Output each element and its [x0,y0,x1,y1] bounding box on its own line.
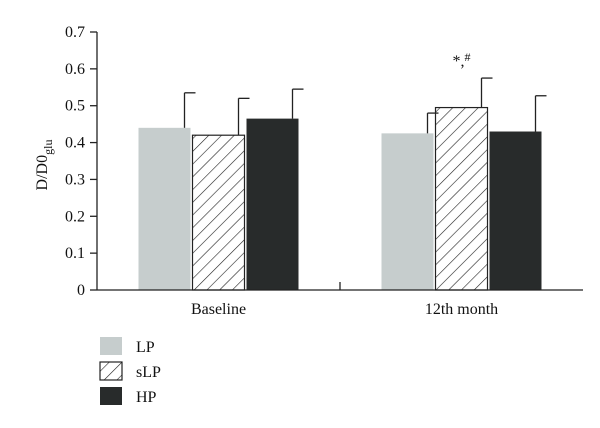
y-tick-label: 0.4 [65,135,85,152]
y-tick-label: 0.5 [65,98,85,115]
y-ticks: 0 0.1 0.2 0.3 0.4 0.5 0.6 0.7 [65,24,97,299]
y-tick-label: 0.2 [65,208,85,225]
annotations: *,# [453,50,471,70]
x-ticks: Baseline 12th month [191,282,498,318]
legend-label-slp: sLP [136,364,161,381]
legend: LP sLP HP [99,337,161,406]
significance-annotation-superscript: # [465,50,471,64]
y-axis-label-subscript: glu [41,140,55,155]
bar-lp [138,127,191,290]
x-category-label: Baseline [191,301,246,318]
y-axis-label: D/D0glu [34,140,55,191]
legend-swatch-slp [99,361,123,381]
legend-swatch-lp [100,337,122,355]
bars-layer [138,106,542,291]
significance-annotation: *,# [453,50,471,70]
bar-lp [381,133,434,290]
y-tick-label: 0.1 [65,245,85,262]
y-tick-label: 0.7 [65,24,85,41]
bar-slp [434,106,489,291]
bar-hp [489,131,542,290]
x-category-label: 12th month [425,301,498,318]
legend-swatch-hp [100,387,122,405]
y-tick-label: 0 [77,282,85,299]
legend-label-hp: HP [136,389,157,406]
bar-hp [246,118,299,290]
y-tick-label: 0.6 [65,61,85,78]
y-tick-label: 0.3 [65,171,85,188]
bar-slp [191,134,246,291]
legend-label-lp: LP [136,339,155,356]
error-bars-layer [183,77,547,136]
